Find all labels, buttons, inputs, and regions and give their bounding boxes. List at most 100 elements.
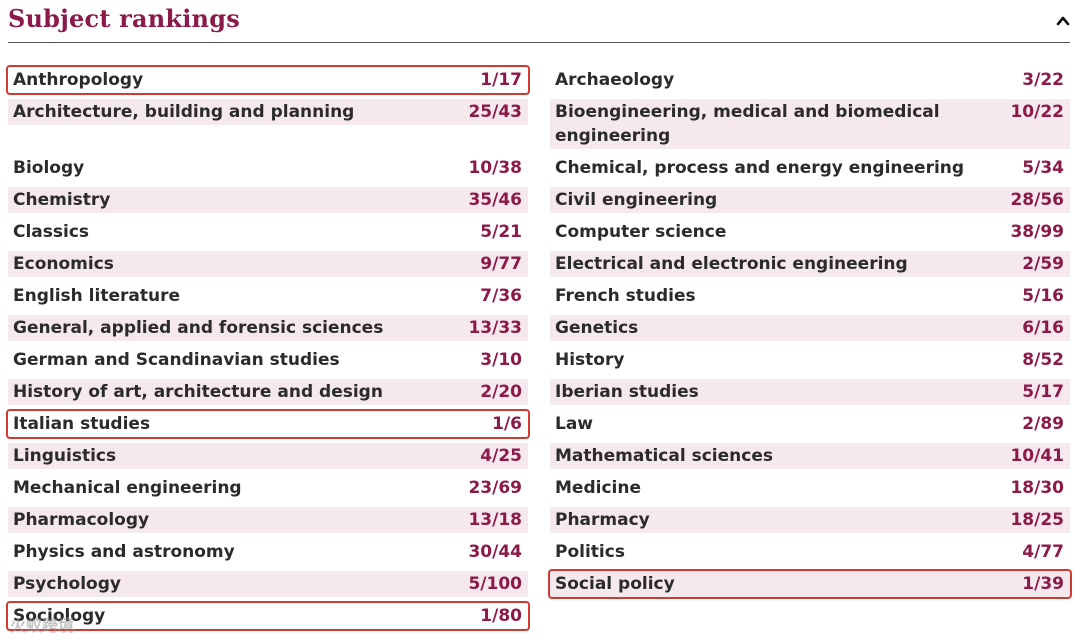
ranking-row-social-policy: Social policy 1/39 xyxy=(548,569,1072,599)
subject-name: Mathematical sciences xyxy=(555,446,773,466)
subject-rank: 23/69 xyxy=(468,478,522,498)
subject-rank: 25/43 xyxy=(468,102,522,122)
subject-rank: 18/30 xyxy=(1010,478,1064,498)
ranking-row-physics-and-astronomy: Physics and astronomy 30/44 xyxy=(8,539,528,565)
subject-name: Linguistics xyxy=(13,446,117,466)
subject-name: Physics and astronomy xyxy=(13,542,235,562)
ranking-row-linguistics: Linguistics 4/25 xyxy=(8,443,528,469)
subject-name: Computer science xyxy=(555,222,727,242)
subject-name: History of art, architecture and design xyxy=(13,382,383,402)
subject-rank: 1/6 xyxy=(492,414,522,434)
ranking-row-electrical-and-electronic-engineering: Electrical and electronic engineering 2/5… xyxy=(550,251,1070,277)
subject-name: Archaeology xyxy=(555,70,675,90)
subject-name: Biology xyxy=(13,158,85,178)
subject-name: Politics xyxy=(555,542,625,562)
header-divider xyxy=(8,42,1070,43)
ranking-row-anthropology: Anthropology 1/17 xyxy=(6,65,530,95)
subject-rank: 5/16 xyxy=(1022,286,1064,306)
ranking-row-biology: Biology 10/38 xyxy=(8,155,528,181)
subject-rank: 4/77 xyxy=(1022,542,1064,562)
ranking-row-mathematical-sciences: Mathematical sciences 10/41 xyxy=(550,443,1070,469)
ranking-row-law: Law 2/89 xyxy=(550,411,1070,437)
subject-rank: 38/99 xyxy=(1010,222,1064,242)
ranking-row-pharmacology: Pharmacology 13/18 xyxy=(8,507,528,533)
subject-name: French studies xyxy=(555,286,696,306)
ranking-row-psychology: Psychology 5/100 xyxy=(8,571,528,597)
subject-rank: 13/33 xyxy=(468,318,522,338)
subject-name: Classics xyxy=(13,222,90,242)
subject-name: Architecture, building and planning xyxy=(13,102,355,122)
ranking-row-french-studies: French studies 5/16 xyxy=(550,283,1070,309)
ranking-row-sociology: Sociology 1/80 xyxy=(6,601,530,631)
ranking-row-chemical-process-and-energy-engineering: Chemical, process and energy engineering… xyxy=(550,155,1070,181)
ranking-row-iberian-studies: Iberian studies 5/17 xyxy=(550,379,1070,405)
subject-rank: 6/16 xyxy=(1022,318,1064,338)
ranking-row-pharmacy: Pharmacy 18/25 xyxy=(550,507,1070,533)
subject-rank: 3/22 xyxy=(1022,70,1064,90)
subject-rank: 35/46 xyxy=(468,190,522,210)
ranking-row-mechanical-engineering: Mechanical engineering 23/69 xyxy=(8,475,528,501)
ranking-row-english-literature: English literature 7/36 xyxy=(8,283,528,309)
subject-name: History xyxy=(555,350,625,370)
subject-rank: 1/80 xyxy=(480,606,522,626)
subject-rank: 2/89 xyxy=(1022,414,1064,434)
subject-name: Chemical, process and energy engineering xyxy=(555,158,965,178)
subject-rank: 30/44 xyxy=(468,542,522,562)
subject-rank: 5/100 xyxy=(468,574,522,594)
subject-rank: 9/77 xyxy=(480,254,522,274)
ranking-row-medicine: Medicine 18/30 xyxy=(550,475,1070,501)
subject-rank: 10/41 xyxy=(1010,446,1064,466)
subject-rank: 5/21 xyxy=(480,222,522,242)
ranking-row-bioengineering-medical-and-biomedical-engineering: Bioengineering, medical and biomedical e… xyxy=(550,99,1070,149)
subject-name: Economics xyxy=(13,254,114,274)
subject-rank: 3/10 xyxy=(480,350,522,370)
subject-name: Social policy xyxy=(555,574,675,594)
subject-name: General, applied and forensic sciences xyxy=(13,318,384,338)
subject-name: Bioengineering, medical and biomedical e… xyxy=(555,102,940,146)
subject-rank: 8/52 xyxy=(1022,350,1064,370)
subject-name: Law xyxy=(555,414,594,434)
ranking-row-italian-studies: Italian studies 1/6 xyxy=(6,409,530,439)
ranking-row-civil-engineering: Civil engineering 28/56 xyxy=(550,187,1070,213)
ranking-row-classics: Classics 5/21 xyxy=(8,219,528,245)
chevron-up-icon[interactable] xyxy=(1056,14,1070,28)
subject-rank: 2/59 xyxy=(1022,254,1064,274)
subject-name: Mechanical engineering xyxy=(13,478,242,498)
subject-name: Electrical and electronic engineering xyxy=(555,254,908,274)
subject-name: Civil engineering xyxy=(555,190,718,210)
ranking-row-politics: Politics 4/77 xyxy=(550,539,1070,565)
subject-name: Psychology xyxy=(13,574,121,594)
subject-rank: 18/25 xyxy=(1010,510,1064,530)
subject-rank: 2/20 xyxy=(480,382,522,402)
subject-rank: 28/56 xyxy=(1010,190,1064,210)
ranking-row-genetics: Genetics 6/16 xyxy=(550,315,1070,341)
ranking-row-history: History 8/52 xyxy=(550,347,1070,373)
subject-name: Medicine xyxy=(555,478,641,498)
section-title: Subject rankings xyxy=(8,4,240,33)
ranking-row-archaeology: Archaeology 3/22 xyxy=(550,67,1070,93)
subject-name: Pharmacology xyxy=(13,510,150,530)
subject-name: German and Scandinavian studies xyxy=(13,350,340,370)
ranking-row-chemistry: Chemistry 35/46 xyxy=(8,187,528,213)
subject-rank: 1/39 xyxy=(1022,574,1064,594)
subject-name: Chemistry xyxy=(13,190,111,210)
section-header: Subject rankings xyxy=(0,0,1080,44)
subject-name: Pharmacy xyxy=(555,510,650,530)
subject-name: Anthropology xyxy=(13,70,144,90)
subject-rank: 1/17 xyxy=(480,70,522,90)
subject-rank: 13/18 xyxy=(468,510,522,530)
subject-name: Genetics xyxy=(555,318,639,338)
ranking-row-economics: Economics 9/77 xyxy=(8,251,528,277)
subject-name: Iberian studies xyxy=(555,382,699,402)
subject-rank: 10/22 xyxy=(1010,102,1064,122)
subject-name: Italian studies xyxy=(13,414,151,434)
subject-rank: 5/34 xyxy=(1022,158,1064,178)
subject-name: Sociology xyxy=(13,606,106,626)
subject-name: English literature xyxy=(13,286,180,306)
subject-rank: 7/36 xyxy=(480,286,522,306)
ranking-row-history-of-art-architecture-and-design: History of art, architecture and design 2… xyxy=(8,379,528,405)
subject-rank: 4/25 xyxy=(480,446,522,466)
subject-rank: 10/38 xyxy=(468,158,522,178)
ranking-row-computer-science: Computer science 38/99 xyxy=(550,219,1070,245)
subject-rank: 5/17 xyxy=(1022,382,1064,402)
